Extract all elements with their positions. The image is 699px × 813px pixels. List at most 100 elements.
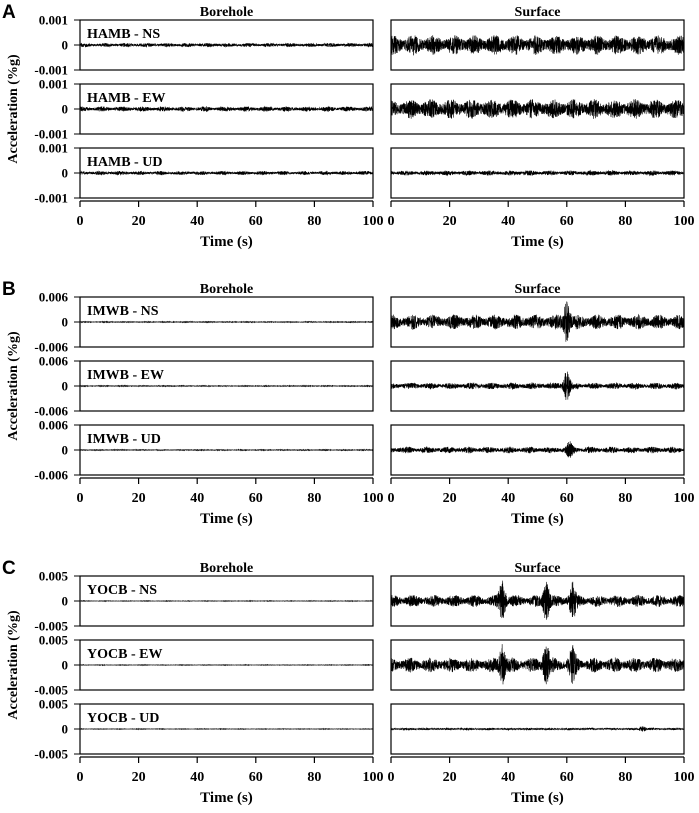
x-tick-label: 60 <box>560 214 574 229</box>
y-tick-label: -0.001 <box>34 191 68 206</box>
x-tick-label: 40 <box>190 491 204 506</box>
x-axis-label: Time (s) <box>200 790 253 806</box>
x-tick-label: 100 <box>363 214 384 229</box>
x-tick-label: 20 <box>132 770 146 785</box>
y-tick-label: -0.006 <box>34 468 68 483</box>
plot-box <box>79 147 374 199</box>
column-title: Borehole <box>200 561 253 576</box>
x-tick-label: 80 <box>618 770 632 785</box>
y-tick-label: 0 <box>62 38 69 53</box>
x-tick-label: 60 <box>249 770 263 785</box>
x-tick-label: 80 <box>307 214 321 229</box>
waveform-surface <box>390 99 685 119</box>
x-tick-label: 0 <box>77 770 84 785</box>
waveform-borehole <box>79 170 374 176</box>
y-tick-label: 0.006 <box>39 290 69 305</box>
plot-box <box>79 360 374 412</box>
label-bg <box>84 708 172 726</box>
waveform-surface <box>390 441 685 458</box>
plot-box <box>390 147 685 199</box>
component-label: YOCB - EW <box>87 647 162 662</box>
y-tick-label: 0.005 <box>39 697 69 712</box>
x-tick-label: 100 <box>674 491 695 506</box>
y-tick-label: 0 <box>62 658 69 673</box>
plot-box <box>79 296 374 348</box>
plot-box <box>390 703 685 755</box>
y-tick-label: 0.001 <box>39 77 68 92</box>
label-bg <box>84 365 172 383</box>
label-bg <box>84 301 172 319</box>
plot-box <box>79 575 374 627</box>
label-bg <box>84 152 172 170</box>
waveform-borehole <box>79 384 374 388</box>
y-axis-label: Acceleration (%g) <box>6 54 21 164</box>
y-tick-label: 0 <box>62 166 69 181</box>
plot-box <box>390 296 685 348</box>
x-tick-label: 40 <box>501 491 515 506</box>
y-tick-label: 0 <box>62 315 69 330</box>
waveform-surface <box>390 644 685 685</box>
plot-box <box>390 575 685 627</box>
y-tick-label: 0 <box>62 443 69 458</box>
plot-box <box>390 424 685 476</box>
x-tick-label: 60 <box>249 491 263 506</box>
plot-box <box>79 703 374 755</box>
y-tick-label: 0.005 <box>39 633 69 648</box>
x-tick-label: 40 <box>501 770 515 785</box>
x-axis-label: Time (s) <box>511 234 564 250</box>
x-tick-label: 60 <box>249 214 263 229</box>
x-tick-label: 60 <box>560 770 574 785</box>
waveform-surface <box>390 580 685 620</box>
plot-box <box>390 19 685 71</box>
component-label: YOCB - UD <box>87 711 159 726</box>
y-tick-label: -0.005 <box>34 747 68 762</box>
y-tick-label: 0.006 <box>39 418 69 433</box>
x-tick-label: 100 <box>363 770 384 785</box>
waveform-borehole <box>79 42 374 48</box>
waveform-surface <box>390 169 685 177</box>
y-tick-label: 0 <box>62 594 69 609</box>
label-bg <box>84 24 172 42</box>
x-tick-label: 0 <box>388 770 395 785</box>
y-tick-label: 0.006 <box>39 354 69 369</box>
y-tick-label: -0.006 <box>34 340 68 355</box>
waveform-surface <box>390 371 685 401</box>
x-tick-label: 100 <box>363 491 384 506</box>
component-label: IMWB - EW <box>87 368 164 383</box>
label-bg <box>84 644 172 662</box>
component-label: IMWB - NS <box>87 304 159 319</box>
x-tick-label: 0 <box>388 214 395 229</box>
label-bg <box>84 88 172 106</box>
y-tick-label: -0.005 <box>34 619 68 634</box>
y-tick-label: 0 <box>62 102 69 117</box>
x-tick-label: 20 <box>443 491 457 506</box>
waveform-borehole <box>79 663 374 667</box>
x-tick-label: 0 <box>77 491 84 506</box>
y-tick-label: -0.001 <box>34 63 68 78</box>
plot-box <box>79 83 374 135</box>
column-title: Borehole <box>200 5 253 20</box>
y-tick-label: 0 <box>62 722 69 737</box>
waveform-surface <box>390 726 685 732</box>
waveform-borehole <box>79 105 374 113</box>
x-tick-label: 40 <box>190 214 204 229</box>
x-tick-label: 80 <box>307 491 321 506</box>
y-tick-label: 0.001 <box>39 141 68 156</box>
x-tick-label: 80 <box>307 770 321 785</box>
x-tick-label: 60 <box>560 491 574 506</box>
x-tick-label: 80 <box>618 214 632 229</box>
y-tick-label: 0 <box>62 379 69 394</box>
component-label: HAMB - UD <box>87 155 162 170</box>
plot-box <box>79 19 374 71</box>
x-tick-label: 0 <box>77 214 84 229</box>
y-axis-label: Acceleration (%g) <box>6 331 21 441</box>
column-title: Surface <box>515 561 561 576</box>
column-title: Surface <box>515 5 561 20</box>
x-tick-label: 20 <box>443 214 457 229</box>
waveform-surface <box>390 35 685 56</box>
column-title: Borehole <box>200 282 253 297</box>
x-tick-label: 40 <box>190 770 204 785</box>
